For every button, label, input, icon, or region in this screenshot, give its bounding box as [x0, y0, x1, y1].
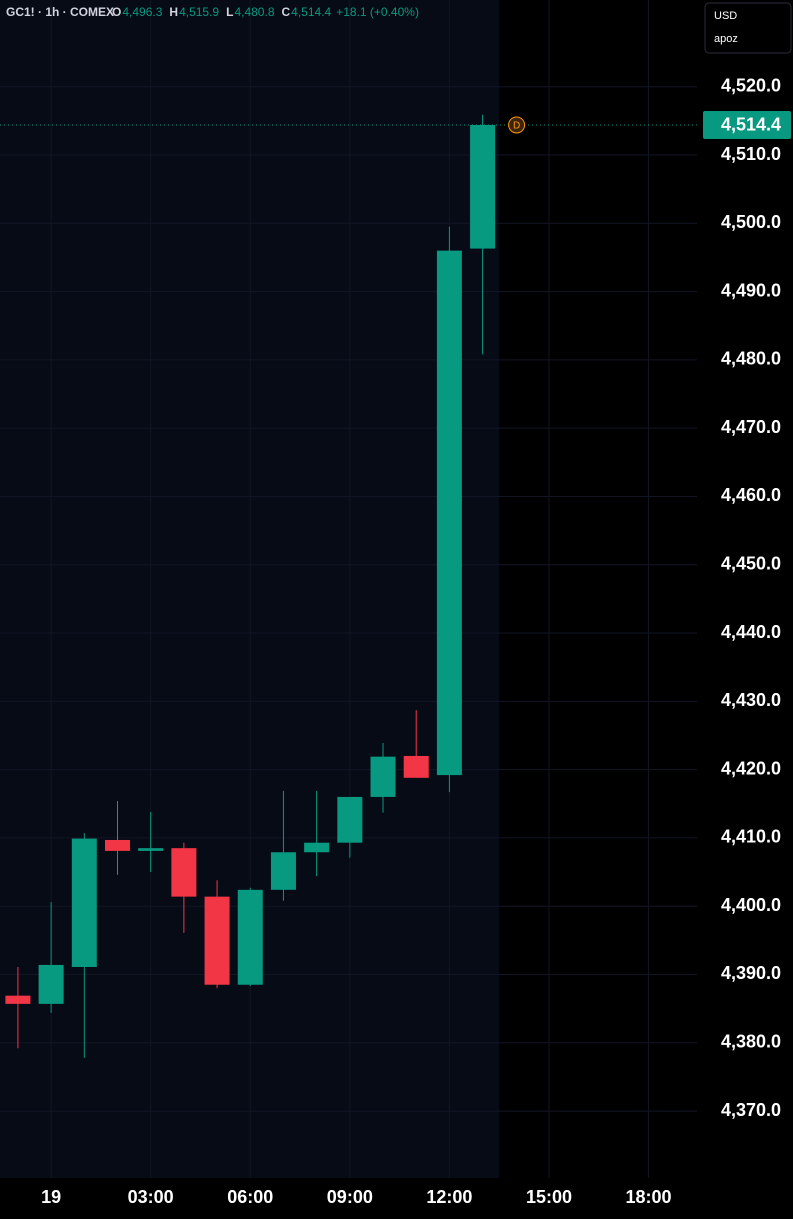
last-price-label: 4,514.4: [721, 115, 781, 135]
x-tick-label: 03:00: [128, 1187, 174, 1207]
ohlc-key: L: [226, 5, 233, 19]
y-tick-label: 4,480.0: [721, 349, 781, 369]
y-tick-label: 4,440.0: [721, 622, 781, 642]
currency: USD: [714, 10, 737, 22]
candle-body: [104, 839, 130, 851]
candle-body: [436, 250, 462, 776]
x-tick-label: 06:00: [227, 1187, 273, 1207]
y-tick-label: 4,410.0: [721, 827, 781, 847]
ohlc-value: 4,480.8: [234, 5, 274, 19]
unit: apoz: [714, 33, 738, 45]
candle-body: [237, 889, 263, 985]
y-tick-label: 4,390.0: [721, 963, 781, 983]
y-tick-label: 4,510.0: [721, 144, 781, 164]
y-tick-label: 4,500.0: [721, 212, 781, 232]
x-tick-label: 18:00: [626, 1187, 672, 1207]
y-tick-label: 4,380.0: [721, 1032, 781, 1052]
ohlc-key: C: [282, 5, 291, 19]
candle-body: [270, 852, 296, 890]
x-tick-label: 19: [41, 1187, 61, 1207]
session-area: [0, 0, 499, 1178]
y-tick-label: 4,430.0: [721, 690, 781, 710]
symbol: GC1! · 1h · COMEX: [6, 5, 114, 19]
candle-body: [470, 124, 496, 249]
currency-box[interactable]: [704, 2, 792, 54]
candle-body: [38, 964, 64, 1004]
ohlc-value: 4,496.3: [122, 5, 162, 19]
candle-body: [304, 842, 330, 853]
y-tick-label: 4,420.0: [721, 758, 781, 778]
candle-body: [71, 838, 97, 967]
last-price-box: [703, 110, 791, 139]
candle-body: [138, 848, 164, 851]
y-tick-label: 4,370.0: [721, 1100, 781, 1120]
event-marker: [508, 116, 526, 134]
x-tick-label: 12:00: [426, 1187, 472, 1207]
candle-body: [403, 755, 429, 778]
ohlc-value: 4,515.9: [179, 5, 219, 19]
ohlc-key: O: [112, 5, 121, 19]
y-tick-label: 4,460.0: [721, 485, 781, 505]
candle-body: [5, 995, 31, 1004]
ohlc-value: 4,514.4: [291, 5, 331, 19]
ohlc-change: +18.1 (+0.40%): [336, 5, 419, 19]
y-tick-label: 4,450.0: [721, 554, 781, 574]
candle-body: [204, 896, 230, 985]
x-tick-label: 09:00: [327, 1187, 373, 1207]
y-tick-label: 4,490.0: [721, 280, 781, 300]
y-tick-label: 4,520.0: [721, 75, 781, 95]
y-tick-label: 4,470.0: [721, 417, 781, 437]
candle-body: [171, 848, 197, 897]
ohlc-key: H: [169, 5, 178, 19]
x-tick-label: 15:00: [526, 1187, 572, 1207]
candle-body: [337, 796, 363, 843]
event-marker-label: D: [513, 121, 520, 132]
y-tick-label: 4,400.0: [721, 895, 781, 915]
candle-body: [370, 756, 396, 797]
